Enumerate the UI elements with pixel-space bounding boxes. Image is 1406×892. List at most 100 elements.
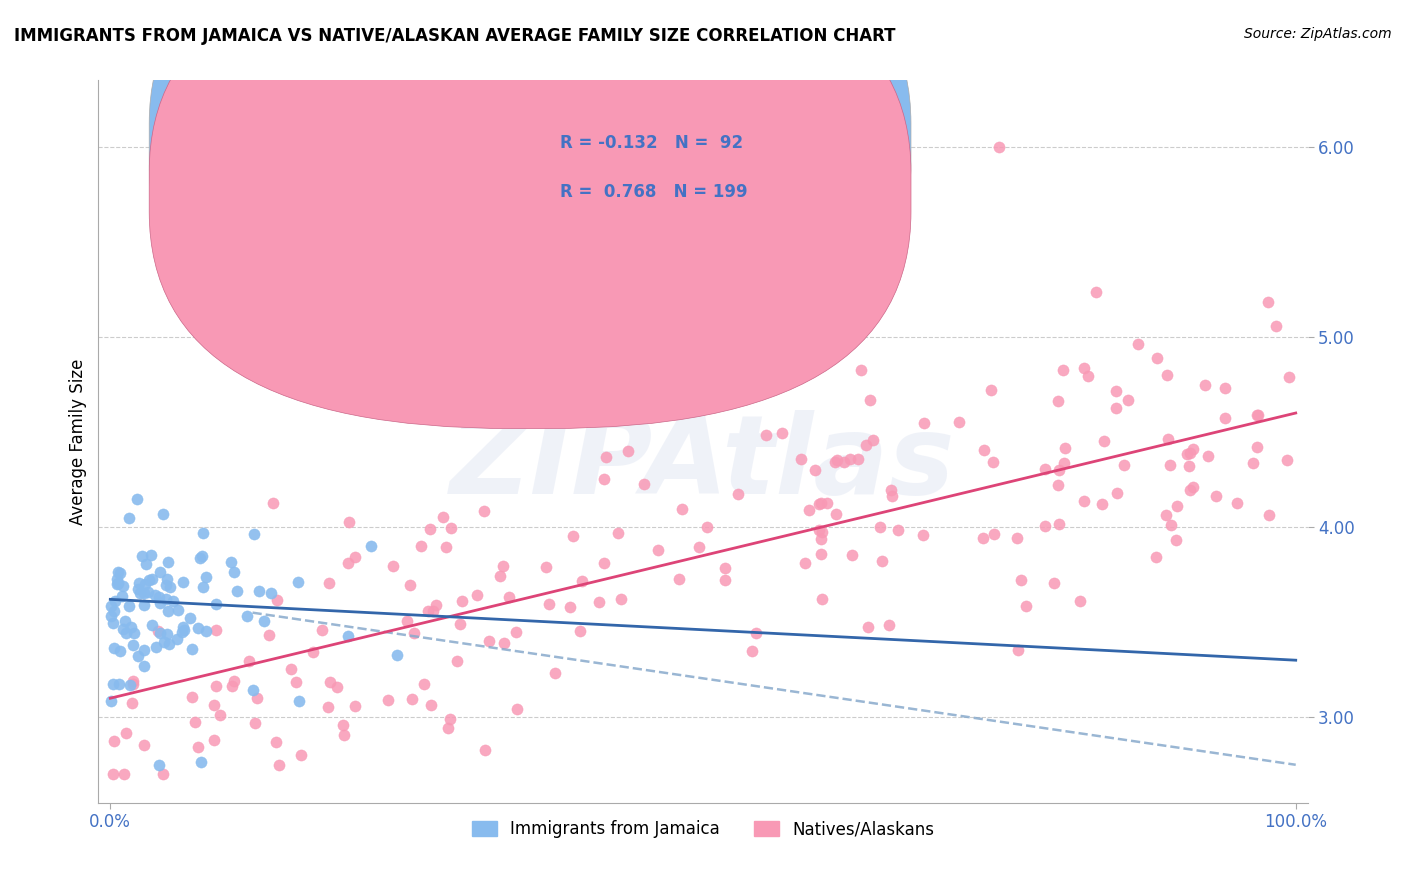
Point: [141, 572, 163, 586]
Point: [179, 611, 201, 625]
Point: [247, 584, 270, 599]
Point: [111, 579, 134, 593]
Point: [1154, 508, 1177, 522]
Point: [184, 715, 207, 730]
Point: [172, 619, 194, 633]
Point: [302, 645, 325, 659]
Point: [401, 691, 423, 706]
Point: [1010, 574, 1032, 588]
Point: [880, 489, 903, 503]
Point: [972, 531, 994, 545]
Point: [202, 732, 225, 747]
Text: IMMIGRANTS FROM JAMAICA VS NATIVE/ALASKAN AVERAGE FAMILY SIZE CORRELATION CHART: IMMIGRANTS FROM JAMAICA VS NATIVE/ALASKA…: [14, 27, 896, 45]
Point: [1052, 363, 1074, 377]
Point: [834, 455, 856, 469]
Point: [336, 556, 359, 570]
Point: [134, 586, 156, 600]
Point: [534, 559, 557, 574]
Point: [1265, 318, 1288, 333]
Point: [157, 555, 180, 569]
Point: [1246, 409, 1268, 423]
Point: [593, 556, 616, 570]
Point: [811, 591, 834, 606]
Point: [398, 578, 420, 592]
Point: [770, 425, 793, 440]
Point: [849, 362, 872, 376]
Point: [118, 599, 141, 613]
Point: [810, 547, 832, 561]
Point: [187, 739, 209, 754]
Point: [209, 708, 232, 723]
Point: [1159, 458, 1181, 472]
Point: [134, 659, 156, 673]
Point: [419, 522, 441, 536]
Point: [191, 549, 214, 564]
Point: [125, 491, 148, 506]
Point: [152, 507, 174, 521]
Point: [983, 527, 1005, 541]
Point: [754, 428, 776, 442]
Point: [1107, 486, 1129, 500]
Point: [1146, 351, 1168, 366]
Point: [103, 641, 125, 656]
Point: [114, 615, 136, 629]
Point: [1156, 433, 1178, 447]
Point: [450, 593, 472, 607]
Point: [181, 690, 204, 705]
Point: [808, 498, 831, 512]
Point: [127, 582, 149, 596]
Point: [1033, 519, 1056, 533]
Point: [797, 503, 820, 517]
Point: [193, 525, 215, 540]
Point: [1205, 489, 1227, 503]
Point: [437, 722, 460, 736]
Point: [1114, 458, 1136, 472]
Point: [811, 524, 834, 539]
Point: [385, 648, 408, 662]
Point: [337, 629, 360, 643]
Point: [202, 698, 225, 713]
Point: [162, 594, 184, 608]
Point: [912, 417, 935, 431]
Point: [188, 551, 211, 566]
Point: [149, 625, 172, 640]
Point: [131, 549, 153, 563]
Point: [245, 716, 267, 731]
Point: [146, 624, 169, 638]
Point: [111, 589, 134, 603]
Point: [395, 615, 418, 629]
Point: [257, 627, 280, 641]
Point: [377, 692, 399, 706]
Point: [285, 674, 308, 689]
Point: [235, 608, 257, 623]
Point: [122, 674, 145, 689]
Point: [880, 483, 903, 498]
Point: [1015, 599, 1038, 614]
Point: [288, 694, 311, 708]
Point: [492, 558, 515, 573]
Point: [562, 529, 585, 543]
Point: [668, 572, 690, 586]
Point: [360, 539, 382, 553]
Point: [333, 729, 356, 743]
Text: Source: ZipAtlas.com: Source: ZipAtlas.com: [1244, 27, 1392, 41]
Point: [537, 597, 560, 611]
Point: [135, 557, 157, 571]
Point: [134, 643, 156, 657]
Point: [121, 696, 143, 710]
Point: [741, 643, 763, 657]
Point: [1182, 479, 1205, 493]
Point: [696, 520, 718, 534]
Point: [134, 738, 156, 752]
Point: [156, 604, 179, 618]
Point: [1197, 449, 1219, 463]
Point: [205, 679, 228, 693]
Point: [105, 576, 128, 591]
Point: [911, 527, 934, 541]
Point: [195, 624, 218, 639]
Point: [1278, 370, 1301, 384]
Point: [595, 450, 617, 465]
Point: [412, 677, 434, 691]
Point: [1007, 531, 1029, 545]
Point: [793, 556, 815, 570]
